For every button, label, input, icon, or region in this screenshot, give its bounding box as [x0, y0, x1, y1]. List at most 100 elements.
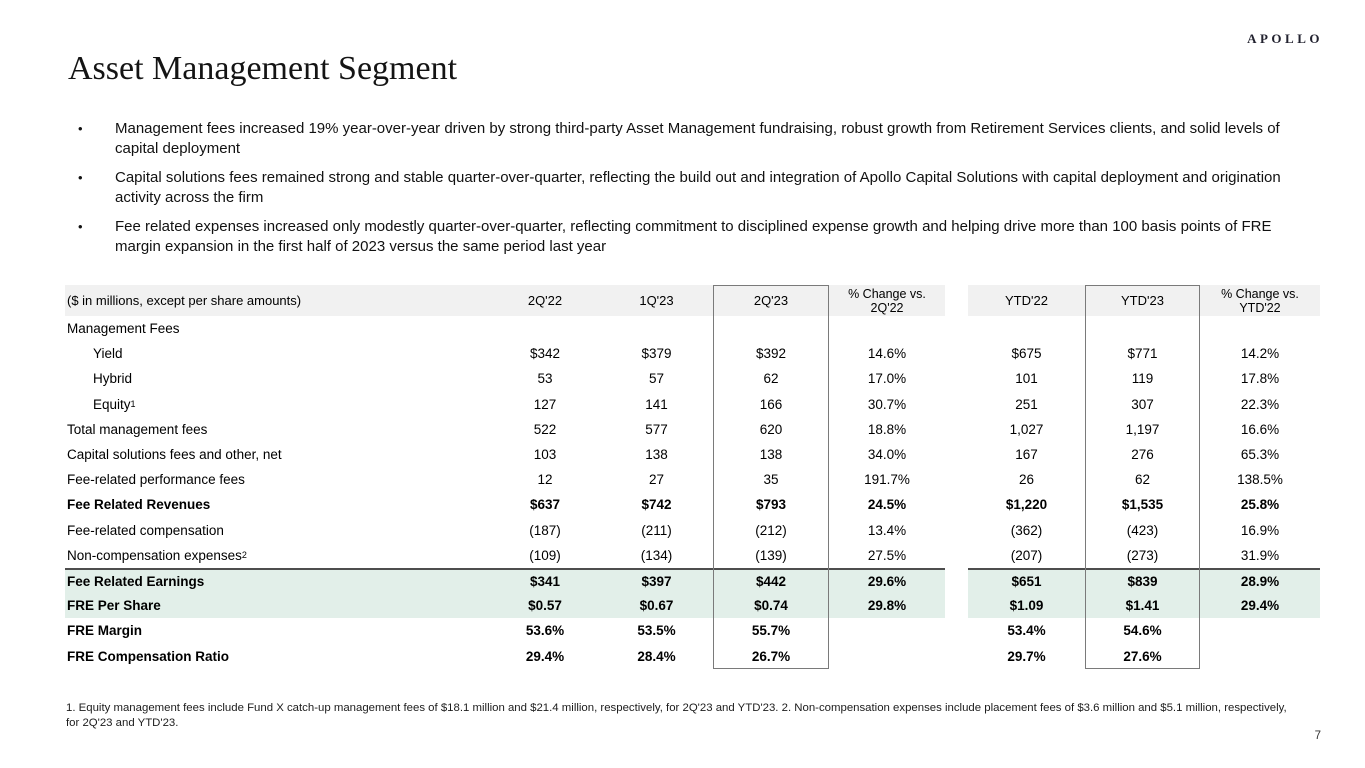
- value-cell: 30.7%: [867, 396, 907, 412]
- page-number: 7: [1314, 730, 1321, 742]
- value-cell: $1,535: [1121, 497, 1164, 513]
- row-label-text: Yield: [93, 346, 123, 362]
- value-cell: (423): [1126, 522, 1159, 538]
- value-cell: $379: [641, 346, 672, 362]
- value-cell: $651: [968, 567, 1085, 594]
- bullet-item: • Fee related expenses increased only mod…: [70, 217, 1302, 257]
- value-cell: 14.6%: [867, 346, 907, 362]
- value-cell: 28.9%: [1200, 567, 1320, 594]
- value-cell: $742: [641, 497, 672, 513]
- value-cell: (207): [1010, 547, 1043, 563]
- value-cell: 29.4%: [1200, 593, 1320, 619]
- bullet-list: • Management fees increased 19% year-over…: [70, 119, 1302, 266]
- value-cell: (211): [641, 522, 672, 538]
- row-label: Capital solutions fees and other, net: [65, 442, 490, 467]
- value-cell: 54.6%: [1123, 623, 1162, 639]
- value-cell: 22.3%: [1240, 396, 1280, 412]
- column-header-line: 1Q'23: [639, 293, 674, 308]
- row-label: Fee-related compensation: [65, 518, 490, 543]
- value-cell: 167: [1015, 447, 1038, 463]
- value-cell: 138: [759, 447, 783, 463]
- value-cell: $0.74: [713, 593, 829, 619]
- column-header-line: YTD'22: [1239, 300, 1281, 315]
- value-cell: 119: [1131, 371, 1154, 387]
- row-label: Management Fees: [65, 316, 490, 341]
- bullet-marker: •: [78, 121, 83, 136]
- section-gap: [945, 316, 968, 341]
- column-header-line: YTD'22: [1005, 293, 1048, 308]
- value-cell: 13.4%: [867, 522, 907, 538]
- row-label: FRE Compensation Ratio: [65, 643, 490, 668]
- row-label-text: FRE Per Share: [67, 598, 161, 614]
- value-cell: $341: [490, 567, 600, 594]
- value-cell: $442: [713, 567, 829, 594]
- value-cell: [829, 643, 945, 668]
- value-cell: 16.6%: [1240, 421, 1280, 437]
- column-header: 2Q'22: [490, 285, 600, 316]
- value-cell: $637: [529, 497, 561, 513]
- section-gap: [945, 467, 968, 492]
- section-gap: [945, 543, 968, 568]
- value-cell: 53.4%: [1007, 623, 1046, 639]
- value-cell: 53.5%: [637, 623, 676, 639]
- value-cell: $793: [755, 497, 787, 513]
- table-row: FRE Per Share $0.57 $0.67 $0.74 29.8% $1.09 $1…: [65, 593, 1320, 619]
- section-gap: [945, 618, 968, 643]
- value-cell: 62: [763, 371, 779, 387]
- value-cell: 53: [537, 371, 553, 387]
- table-header-label: ($ in millions, except per share amounts…: [65, 285, 490, 316]
- value-cell: $397: [600, 567, 713, 594]
- section-gap: [945, 285, 968, 316]
- column-header: YTD'23: [1085, 285, 1200, 316]
- row-label: Hybrid: [65, 366, 490, 391]
- value-cell: 53.6%: [525, 623, 565, 639]
- value-cell: $392: [755, 346, 787, 362]
- footnote: 1. Equity management fees include Fund X…: [66, 702, 1287, 729]
- value-cell: 103: [533, 447, 557, 463]
- value-cell: (109): [529, 547, 561, 563]
- row-label-text: Total management fees: [67, 421, 208, 437]
- row-label-text: Non-compensation expenses: [67, 547, 242, 563]
- value-cell: [1200, 618, 1320, 643]
- value-cell: [829, 316, 945, 341]
- value-cell: [713, 316, 829, 341]
- value-cell: 62: [1134, 472, 1151, 488]
- bullet-text: Management fees increased 19% year-over-…: [115, 120, 1280, 157]
- value-cell: 166: [759, 396, 783, 412]
- value-cell: [829, 618, 945, 643]
- section-gap: [945, 643, 968, 668]
- bullet-marker: •: [78, 219, 83, 234]
- value-cell: 27.6%: [1123, 648, 1162, 664]
- row-label-text: Hybrid: [93, 371, 133, 387]
- table-row: Non-compensation expenses 2 (109) (134) (139…: [65, 543, 1320, 568]
- value-cell: 29.4%: [525, 648, 565, 664]
- page-title: Asset Management Segment: [68, 50, 458, 87]
- value-cell: 12: [537, 472, 553, 488]
- table-row: Fee-related compensation (187) (211) (212) 1…: [65, 518, 1320, 543]
- section-gap: [945, 417, 968, 442]
- section-gap: [945, 366, 968, 391]
- value-cell: 18.8%: [867, 421, 907, 437]
- column-header: % Change vs. YTD'22: [1200, 285, 1320, 316]
- column-header-line: YTD'23: [1121, 293, 1164, 308]
- row-label-text: Equity: [93, 396, 131, 412]
- value-cell: (139): [755, 547, 787, 563]
- value-cell: [600, 316, 713, 341]
- value-cell: 620: [759, 421, 783, 437]
- value-cell: 307: [1131, 396, 1154, 412]
- apollo-logo: APOLLO: [1247, 31, 1323, 46]
- value-cell: 138.5%: [1237, 472, 1283, 488]
- value-cell: 35: [763, 472, 779, 488]
- value-cell: 26: [1018, 472, 1035, 488]
- table-row: FRE Compensation Ratio 29.4% 28.4% 26.7% 29.…: [65, 643, 1320, 668]
- value-cell: 141: [645, 396, 668, 412]
- section-gap: [945, 442, 968, 467]
- table-row: Fee Related Revenues $637 $742 $793 24.5% $1,…: [65, 492, 1320, 517]
- row-label: FRE Per Share: [65, 593, 490, 619]
- row-label-text: Fee Related Revenues: [67, 497, 211, 513]
- row-label: Equity 1: [93, 396, 136, 412]
- value-cell: $675: [1011, 346, 1042, 362]
- value-cell: (212): [755, 522, 787, 538]
- value-cell: $1.41: [1085, 593, 1200, 619]
